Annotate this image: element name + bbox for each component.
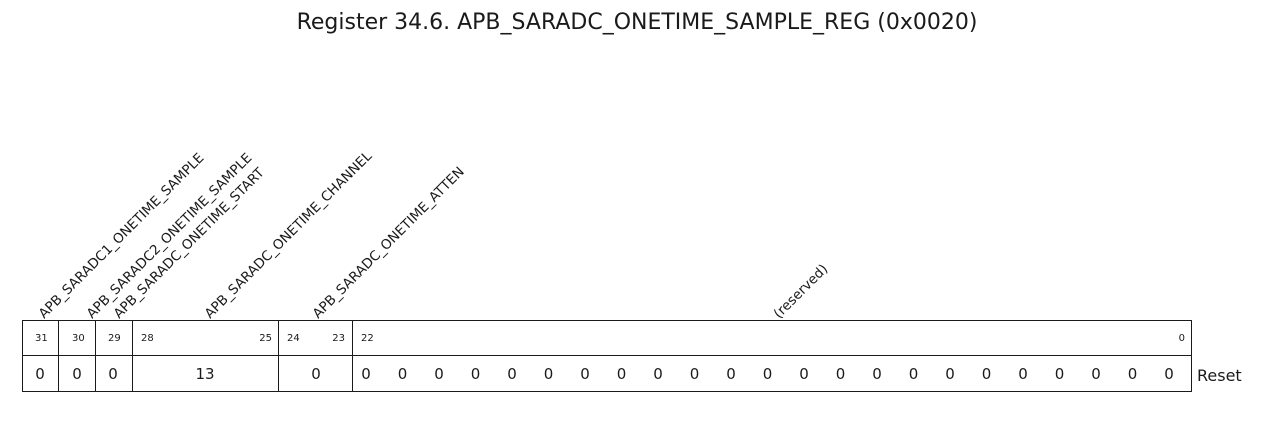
reserved-reset-bit: 0 [543, 365, 554, 383]
bit-number-msb: 22 [361, 333, 374, 344]
reserved-reset-bit: 0 [689, 365, 700, 383]
field-label-onetime-channel: APB_SARADC_ONETIME_CHANNEL [201, 148, 376, 322]
reserved-reset-bit: 0 [361, 365, 371, 383]
bit-cell-22-0: 22 0 [352, 320, 1192, 356]
reset-value: 0 [35, 365, 45, 383]
reset-value: 0 [72, 365, 82, 383]
reserved-reset-bit: 0 [908, 365, 919, 383]
reserved-reset-bit: 0 [1018, 365, 1028, 383]
bit-number: 31 [35, 333, 48, 344]
register-title: Register 34.6. APB_SARADC_ONETIME_SAMPLE… [296, 10, 978, 35]
bit-number-msb: 28 [141, 333, 154, 344]
reserved-reset-bit: 0 [945, 365, 955, 383]
field-label-onetime-atten: APB_SARADC_ONETIME_ATTEN [309, 163, 468, 322]
reserved-reset-bit: 0 [507, 365, 517, 383]
reserved-reset-bit: 0 [762, 365, 773, 383]
bit-number: 29 [108, 333, 121, 344]
bit-cell-31: 31 [22, 320, 59, 356]
reserved-reset-bit: 0 [981, 365, 992, 383]
bit-number-msb: 24 [287, 333, 300, 344]
field-label-saradc2-onetime-sample: APB_SARADC2_ONETIME_SAMPLE [83, 150, 256, 322]
reserved-reset-bit: 0 [470, 365, 481, 383]
bit-cell-28-25: 28 25 [132, 320, 279, 356]
bit-cell-29: 29 [95, 320, 133, 356]
field-label-reserved: (reserved) [770, 261, 832, 322]
bit-cell-30: 30 [58, 320, 96, 356]
reserved-reset-bit: 0 [397, 365, 408, 383]
reset-value: 13 [195, 365, 215, 383]
reset-value: 0 [311, 365, 321, 383]
reserved-reset-bit: 0 [616, 365, 627, 383]
reserved-reset-bit: 0 [580, 365, 590, 383]
bit-number-lsb: 25 [259, 333, 272, 344]
reserved-reset-bit: 0 [835, 365, 846, 383]
reserved-reset-bit: 0 [872, 365, 882, 383]
reset-cell-22-0 [352, 355, 1192, 392]
field-label-saradc1-onetime-sample: APB_SARADC1_ONETIME_SAMPLE [35, 150, 208, 322]
reserved-reset-bit: 0 [1164, 365, 1174, 383]
reset-row-label: Reset [1197, 366, 1242, 385]
field-label-onetime-start: APB_SARADC_ONETIME_START [110, 164, 268, 322]
bit-number-lsb: 23 [332, 333, 345, 344]
reserved-reset-bit: 0 [726, 365, 736, 383]
register-bitfield-table: 31 0 30 0 29 0 28 25 13 24 23 0 22 0 0 0 0… [22, 320, 1192, 392]
reserved-reset-bit: 0 [799, 365, 809, 383]
reserved-reset-bit: 0 [1127, 365, 1138, 383]
reserved-reset-bit: 0 [434, 365, 444, 383]
reserved-reset-bit: 0 [653, 365, 663, 383]
reserved-reset-bit: 0 [1091, 365, 1101, 383]
bit-number: 30 [72, 333, 85, 344]
reserved-reset-bit: 0 [1054, 365, 1065, 383]
bit-cell-24-23: 24 23 [278, 320, 353, 356]
bit-number-lsb: 0 [1178, 333, 1185, 344]
reset-value: 0 [108, 365, 118, 383]
